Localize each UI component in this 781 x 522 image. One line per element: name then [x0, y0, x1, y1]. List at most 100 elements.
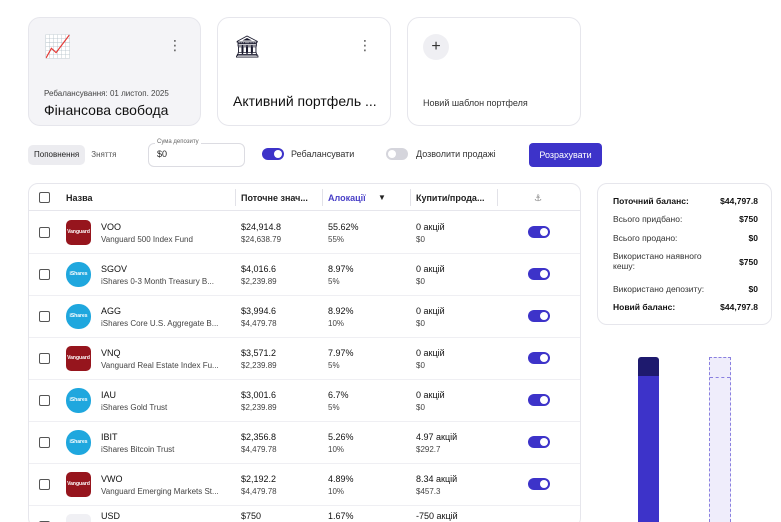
bar-current	[638, 376, 659, 522]
ticker: IAU	[101, 390, 117, 400]
new-portfolio-label: Новий шаблон портфеля	[423, 98, 528, 108]
target-value: $2,239.89	[241, 403, 277, 412]
anchor-icon: ⚓	[534, 193, 543, 203]
ticker: VWO	[101, 474, 123, 484]
table-row[interactable]: iShares SGOV iShares 0-3 Month Treasury …	[29, 254, 580, 296]
deposit-input[interactable]	[157, 149, 237, 159]
select-all-checkbox[interactable]	[39, 192, 50, 203]
col-buy[interactable]: Купити/прода...	[416, 193, 485, 203]
row-toggle[interactable]	[528, 310, 550, 322]
table-header: Назва Поточне знач... Алокації ▼ Купити/…	[29, 184, 580, 211]
table-row[interactable]: Vanguard VWO Vanguard Emerging Markets S…	[29, 464, 580, 506]
col-current[interactable]: Поточне знач...	[241, 193, 308, 203]
plus-icon: +	[423, 34, 449, 60]
ishares-logo: iShares	[66, 262, 91, 287]
ticker: IBIT	[101, 432, 118, 442]
table-row[interactable]: iShares AGG iShares Core U.S. Aggregate …	[29, 296, 580, 338]
row-toggle[interactable]	[528, 478, 550, 490]
current-value: $24,914.8	[241, 222, 282, 232]
buy-shares: 0 акцій	[416, 264, 445, 274]
deposit-field[interactable]: Сума депозиту	[148, 139, 245, 167]
ticker: AGG	[101, 306, 122, 316]
allocation: 7.97%	[328, 348, 354, 358]
buy-value: $0	[416, 361, 425, 370]
buy-value: $0	[416, 277, 425, 286]
table-row[interactable]: USD $750 1.67% -750 акцій	[29, 506, 580, 522]
allow-sell-label: Дозволити продажі	[416, 149, 496, 159]
target-allocation: 10%	[328, 487, 345, 496]
target-allocation: 5%	[328, 403, 340, 412]
buy-shares: 0 акцій	[416, 306, 445, 316]
row-checkbox[interactable]	[39, 437, 50, 448]
ishares-logo: iShares	[66, 304, 91, 329]
portfolio-title: Фінансова свобода	[44, 102, 169, 118]
more-menu-icon[interactable]: ⋮	[168, 37, 182, 53]
target-value: $4,479.78	[241, 445, 277, 454]
chart-up-icon: 📈	[44, 34, 72, 59]
fund-name: iShares Gold Trust	[101, 403, 168, 412]
current-value: $2,192.2	[241, 474, 277, 484]
row-checkbox[interactable]	[39, 353, 50, 364]
withdraw-mode-button[interactable]: Зняття	[91, 150, 117, 159]
allow-sell-toggle[interactable]	[386, 148, 408, 160]
allocation: 4.89%	[328, 474, 354, 484]
col-alloc[interactable]: Алокації	[328, 193, 366, 203]
holdings-table: Назва Поточне знач... Алокації ▼ Купити/…	[28, 183, 581, 522]
fund-name: iShares 0-3 Month Treasury B...	[101, 277, 214, 286]
row-toggle[interactable]	[528, 352, 550, 364]
bar-current-cap	[638, 357, 659, 376]
allocation: 8.92%	[328, 306, 354, 316]
row-toggle[interactable]	[528, 436, 550, 448]
row-checkbox[interactable]	[39, 395, 50, 406]
target-value: $4,479.78	[241, 487, 277, 496]
table-row[interactable]: Vanguard VNQ Vanguard Real Estate Index …	[29, 338, 580, 380]
portfolio-title: Активний портфель ...	[233, 93, 377, 109]
allocation: 8.97%	[328, 264, 354, 274]
target-allocation: 10%	[328, 319, 345, 328]
buy-shares: 0 акцій	[416, 348, 445, 358]
table-row[interactable]: iShares IAU iShares Gold Trust $3,001.6 …	[29, 380, 580, 422]
usd-logo	[66, 514, 91, 522]
buy-value: $0	[416, 235, 425, 244]
buy-shares: -750 акцій	[416, 511, 458, 521]
more-menu-icon[interactable]: ⋮	[358, 37, 372, 53]
vanguard-logo: Vanguard	[66, 472, 91, 497]
table-row[interactable]: iShares IBIT iShares Bitcoin Trust $2,35…	[29, 422, 580, 464]
balance-summary: Поточний баланс: $44,797.8 Всього придбан…	[597, 183, 772, 325]
new-portfolio-card[interactable]: + Новий шаблон портфеля	[407, 17, 581, 126]
allocation: 55.62%	[328, 222, 359, 232]
col-name[interactable]: Назва	[66, 193, 93, 203]
row-toggle[interactable]	[528, 226, 550, 238]
row-checkbox[interactable]	[39, 227, 50, 238]
buy-shares: 4.97 акцій	[416, 432, 458, 442]
rebalance-toggle[interactable]	[262, 148, 284, 160]
calculate-button[interactable]: Розрахувати	[529, 143, 602, 167]
vanguard-logo: Vanguard	[66, 220, 91, 245]
target-value: $24,638.79	[241, 235, 282, 244]
fund-name: iShares Bitcoin Trust	[101, 445, 175, 454]
sort-icon[interactable]: ▼	[378, 193, 386, 202]
current-value: $3,001.6	[241, 390, 277, 400]
row-checkbox[interactable]	[39, 479, 50, 490]
row-checkbox[interactable]	[39, 311, 50, 322]
row-toggle[interactable]	[528, 268, 550, 280]
row-toggle[interactable]	[528, 394, 550, 406]
deposit-mode-button[interactable]: Поповнення	[28, 145, 86, 165]
ticker: VOO	[101, 222, 122, 232]
fund-name: Vanguard Real Estate Index Fu...	[101, 361, 219, 370]
bank-icon: 🏛	[233, 34, 261, 59]
current-value: $4,016.6	[241, 264, 277, 274]
rebalance-date: Ребалансування: 01 листоп. 2025	[44, 89, 169, 98]
table-row[interactable]: Vanguard VOO Vanguard 500 Index Fund $24…	[29, 212, 580, 254]
buy-shares: 8.34 акцій	[416, 474, 458, 484]
portfolio-card-financial-freedom[interactable]: 📈 ⋮ Ребалансування: 01 листоп. 2025 Фіна…	[28, 17, 201, 126]
fund-name: iShares Core U.S. Aggregate B...	[101, 319, 219, 328]
target-value: $2,239.89	[241, 277, 277, 286]
fund-name: Vanguard 500 Index Fund	[101, 235, 193, 244]
row-checkbox[interactable]	[39, 269, 50, 280]
target-value: $4,479.78	[241, 319, 277, 328]
buy-value: $457.3	[416, 487, 441, 496]
target-allocation: 10%	[328, 445, 345, 454]
allocation: 6.7%	[328, 390, 349, 400]
portfolio-card-active[interactable]: 🏛 ⋮ Активний портфель ...	[217, 17, 391, 126]
